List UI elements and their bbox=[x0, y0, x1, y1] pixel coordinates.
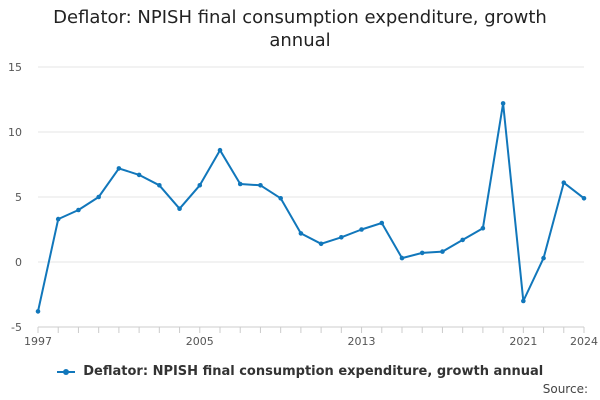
y-axis: -5 0 5 10 15 bbox=[8, 61, 22, 334]
x-tick-label: 2021 bbox=[509, 335, 537, 348]
series-line[interactable] bbox=[37, 102, 585, 313]
data-point[interactable] bbox=[480, 225, 486, 231]
y-tick-label: 0 bbox=[15, 256, 22, 269]
x-tick-label: 2024 bbox=[570, 335, 598, 348]
data-point[interactable] bbox=[440, 249, 445, 254]
data-point[interactable] bbox=[258, 183, 263, 188]
chart-title: Deflator: NPISH final consumption expend… bbox=[53, 7, 547, 51]
data-point[interactable] bbox=[237, 181, 243, 187]
data-point[interactable] bbox=[339, 235, 344, 240]
data-point[interactable] bbox=[197, 183, 203, 188]
x-axis: 1997 2005 2013 2021 2024 bbox=[24, 326, 598, 348]
source-credit[interactable]: Source: bbox=[542, 382, 588, 396]
legend-marker-icon bbox=[56, 367, 75, 377]
data-point[interactable] bbox=[500, 101, 506, 106]
legend[interactable]: Deflator: NPISH final consumption expend… bbox=[0, 364, 600, 379]
data-point[interactable] bbox=[76, 207, 81, 213]
data-point[interactable] bbox=[521, 298, 526, 304]
data-point[interactable] bbox=[136, 172, 142, 178]
y-tick-label: -5 bbox=[11, 321, 22, 334]
data-point[interactable] bbox=[541, 255, 546, 261]
x-tick-label: 2013 bbox=[348, 335, 376, 348]
legend-label: Deflator: NPISH final consumption expend… bbox=[83, 364, 544, 379]
data-point[interactable] bbox=[419, 250, 425, 256]
y-tick-label: 15 bbox=[8, 61, 22, 74]
data-point[interactable] bbox=[460, 237, 465, 243]
data-point[interactable] bbox=[35, 309, 41, 314]
data-point[interactable] bbox=[55, 216, 61, 222]
data-point[interactable] bbox=[177, 206, 182, 211]
x-tick-label: 2005 bbox=[186, 335, 214, 348]
data-point[interactable] bbox=[298, 231, 304, 236]
data-point[interactable] bbox=[561, 180, 567, 185]
data-point[interactable] bbox=[278, 196, 283, 201]
data-point[interactable] bbox=[379, 220, 385, 226]
data-point[interactable] bbox=[359, 227, 364, 232]
data-point[interactable] bbox=[399, 255, 405, 261]
x-tick-label: 1997 bbox=[24, 335, 52, 348]
y-tick-label: 5 bbox=[15, 191, 22, 204]
data-point[interactable] bbox=[581, 196, 587, 201]
y-tick-label: 10 bbox=[8, 126, 22, 139]
series-layer bbox=[35, 101, 587, 314]
data-point[interactable] bbox=[217, 147, 223, 153]
data-point[interactable] bbox=[96, 194, 101, 200]
data-point[interactable] bbox=[318, 241, 324, 247]
data-point[interactable] bbox=[157, 183, 162, 188]
data-point[interactable] bbox=[116, 166, 122, 171]
